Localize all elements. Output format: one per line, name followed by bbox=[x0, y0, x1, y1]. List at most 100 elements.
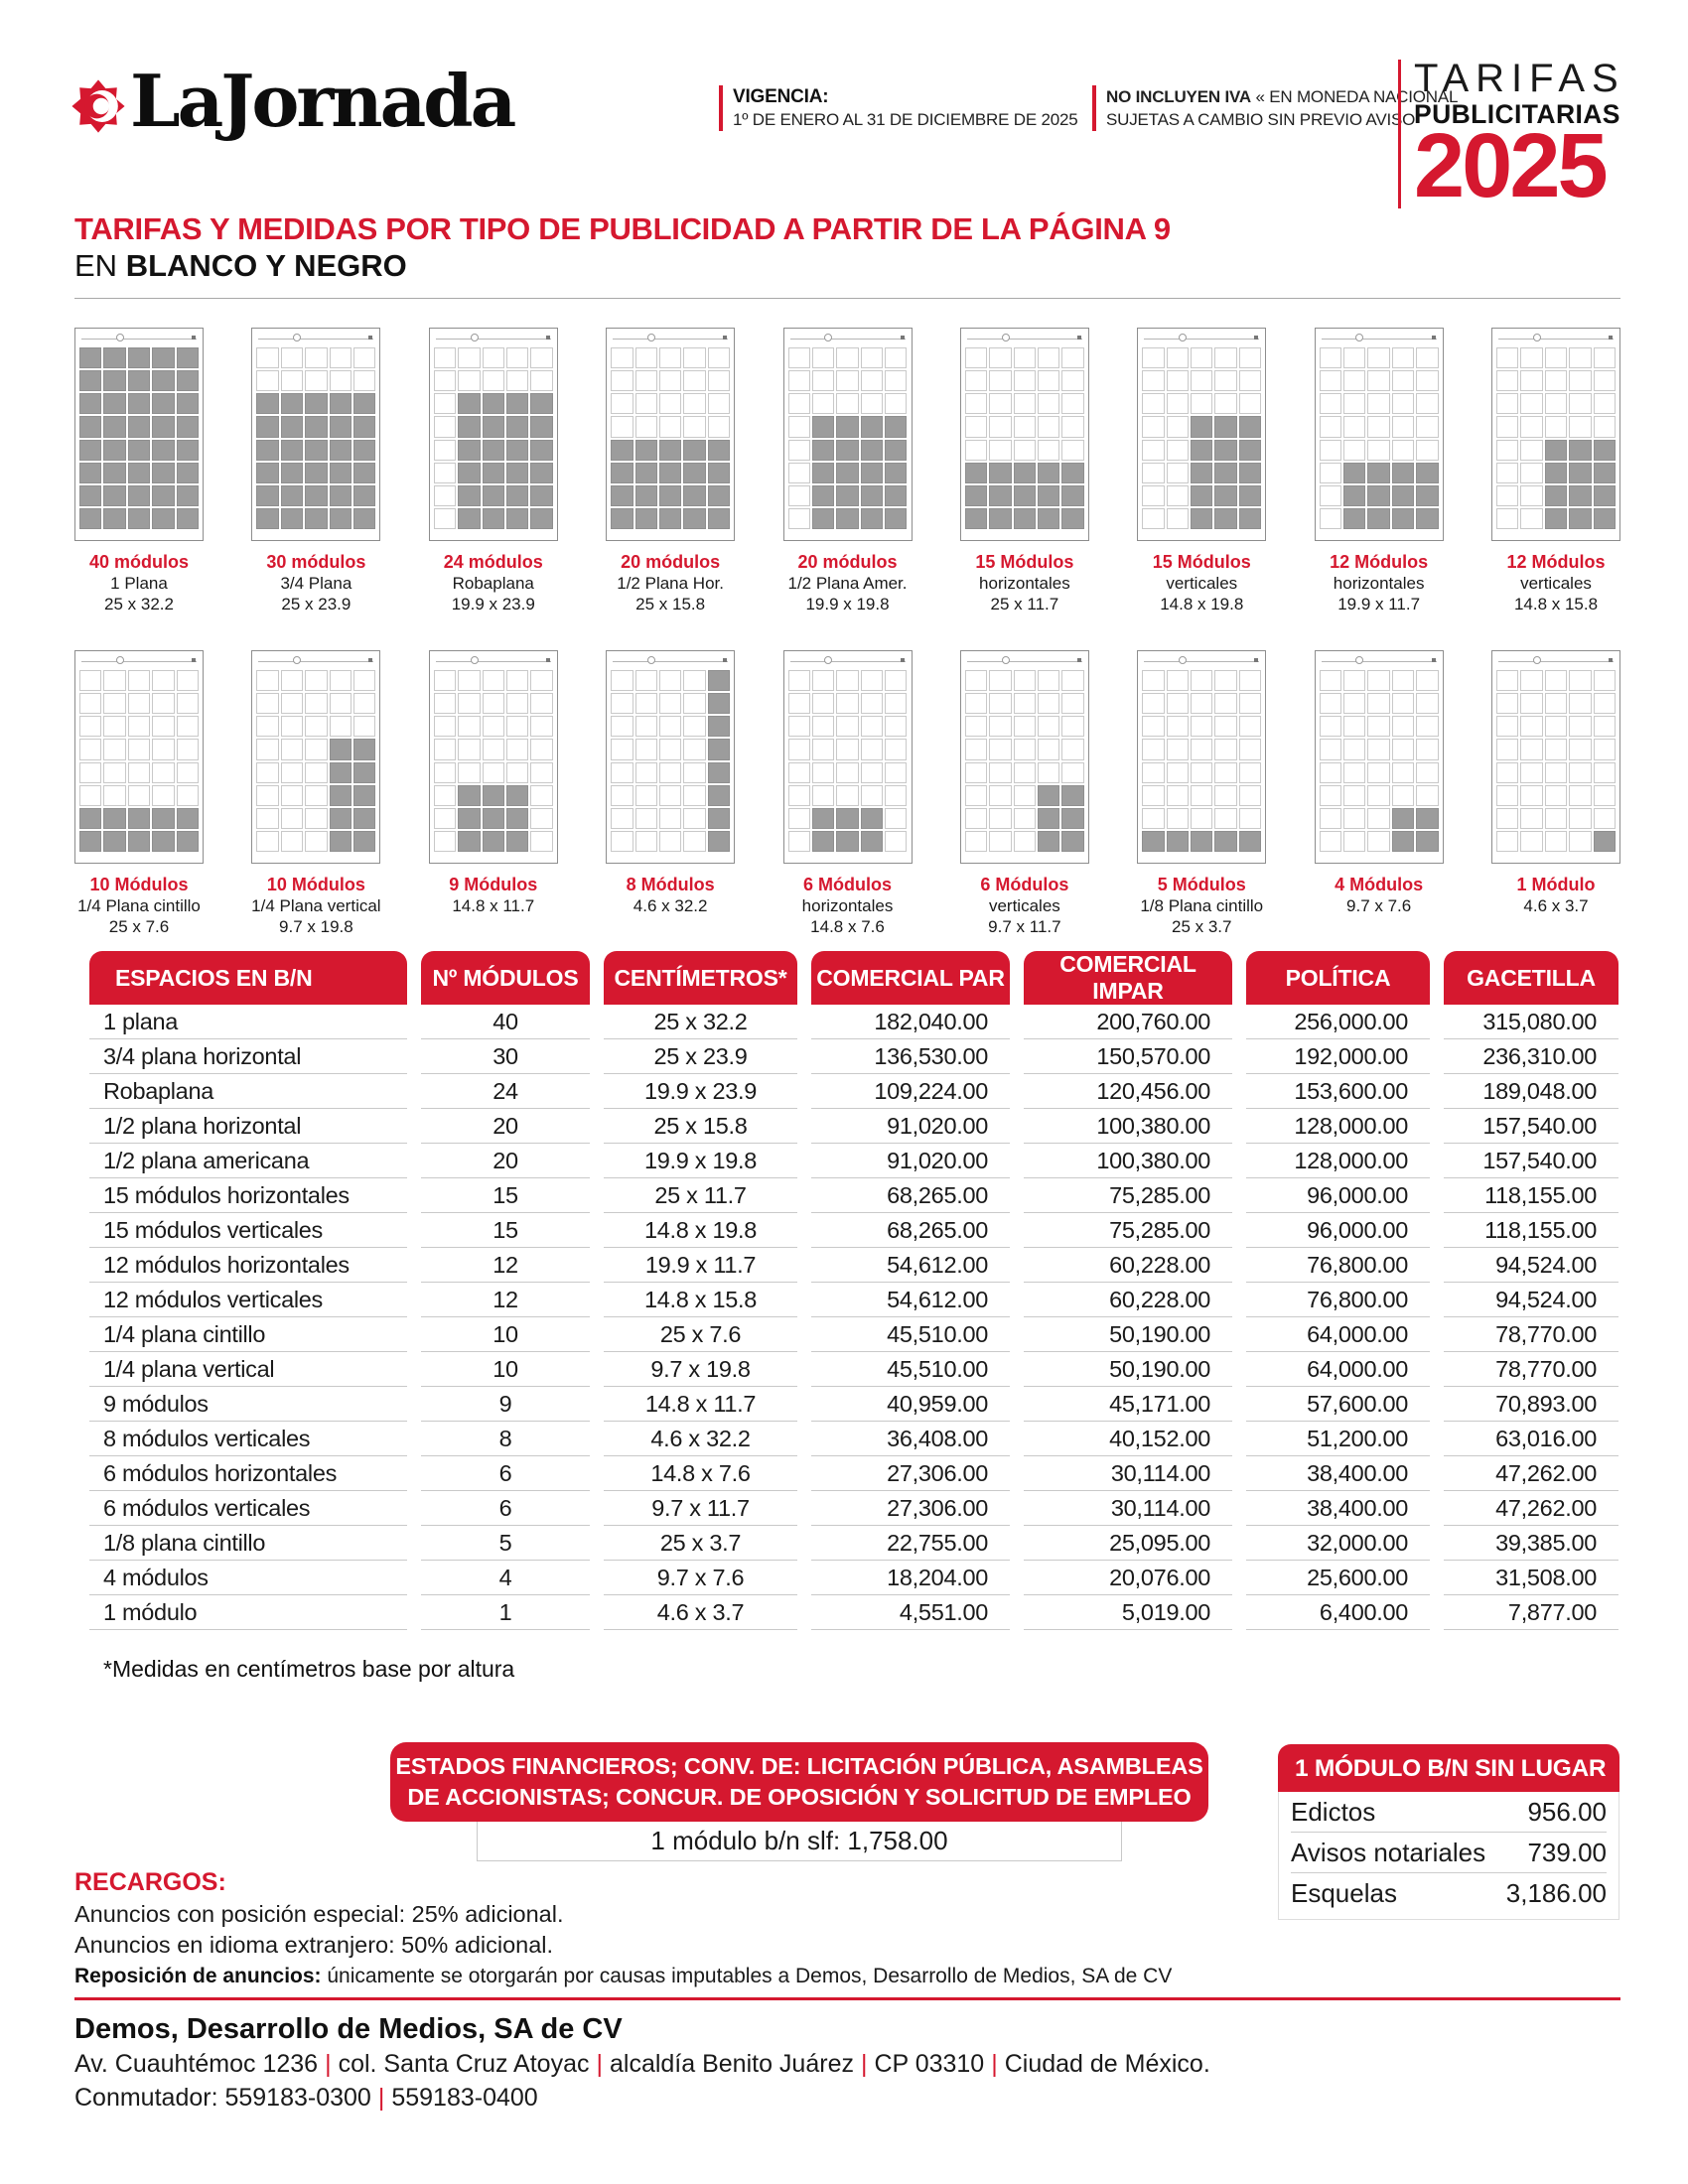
module-cell bbox=[1544, 693, 1568, 715]
mini-corner-dot-icon bbox=[1431, 658, 1436, 662]
module-diagram: 6 Módulos horizontales 14.8 x 7.6 bbox=[782, 650, 913, 937]
module-cell bbox=[152, 716, 175, 738]
module-cell bbox=[1061, 784, 1084, 806]
module-cell bbox=[707, 370, 731, 392]
column-header: CENTÍMETROS* bbox=[604, 951, 797, 1005]
mini-page-thumbnail bbox=[959, 650, 1089, 864]
module-cell bbox=[458, 739, 481, 760]
module-cell bbox=[1319, 347, 1342, 369]
table-cell: 22,755.00 bbox=[811, 1526, 1010, 1561]
table-cell: 1/4 plana vertical bbox=[89, 1352, 407, 1387]
module-cell bbox=[1061, 830, 1084, 852]
table-cell: 6 bbox=[421, 1491, 590, 1526]
module-cell bbox=[482, 439, 504, 461]
module-cell bbox=[79, 347, 102, 369]
module-cell bbox=[860, 484, 884, 506]
slf-row-label: Avisos notariales bbox=[1291, 1838, 1486, 1867]
module-cell bbox=[458, 784, 481, 806]
diagram-caption: 5 Módulos 1/8 Plana cintillo 25 x 3.7 bbox=[1113, 875, 1290, 937]
module-cell bbox=[1343, 347, 1366, 369]
module-cell bbox=[1142, 716, 1165, 738]
module-cell bbox=[352, 739, 376, 760]
module-cell bbox=[683, 347, 706, 369]
module-cell bbox=[1166, 370, 1190, 392]
module-cell bbox=[811, 693, 835, 715]
table-row: 12 módulos horizontales 12 19.9 x 11.7 54,6… bbox=[89, 1248, 1618, 1283]
module-cell bbox=[305, 830, 328, 852]
table-cell: 36,408.00 bbox=[811, 1422, 1010, 1456]
module-cell bbox=[433, 416, 457, 438]
module-cell bbox=[787, 761, 810, 783]
table-cell: 100,380.00 bbox=[1024, 1144, 1232, 1178]
module-cell bbox=[1319, 507, 1342, 529]
module-grid bbox=[1496, 347, 1616, 529]
module-cell bbox=[280, 484, 304, 506]
module-cell bbox=[530, 693, 553, 715]
module-cell bbox=[1593, 716, 1616, 738]
module-cell bbox=[658, 484, 682, 506]
table-cell: 54,612.00 bbox=[811, 1248, 1010, 1283]
module-cell bbox=[683, 739, 706, 760]
mini-corner-dot-icon bbox=[1254, 658, 1259, 662]
module-cell bbox=[1214, 830, 1237, 852]
table-cell: 75,285.00 bbox=[1024, 1178, 1232, 1213]
column-header: ESPACIOS EN B/N bbox=[89, 951, 407, 1005]
module-cell bbox=[787, 416, 810, 438]
module-cell bbox=[885, 784, 908, 806]
module-cell bbox=[256, 670, 279, 692]
module-cell bbox=[152, 347, 175, 369]
slf-row: Avisos notariales 739.00 bbox=[1291, 1833, 1607, 1873]
module-cell bbox=[103, 416, 126, 438]
module-cell bbox=[1191, 393, 1213, 415]
table-cell: 128,000.00 bbox=[1246, 1144, 1430, 1178]
module-cell bbox=[79, 807, 102, 829]
module-cell bbox=[611, 416, 633, 438]
module-cell bbox=[1391, 807, 1415, 829]
module-cell bbox=[103, 693, 126, 715]
table-row: 1/4 plana vertical 10 9.7 x 19.8 45,510.00 5… bbox=[89, 1352, 1618, 1387]
mini-logo-circle-icon bbox=[824, 334, 833, 341]
module-cell bbox=[860, 761, 884, 783]
table-cell: 100,380.00 bbox=[1024, 1109, 1232, 1144]
table-cell: 236,310.00 bbox=[1444, 1039, 1618, 1074]
banner-line2: DE ACCIONISTAS; CONCUR. DE OPOSICIÓN Y S… bbox=[407, 1784, 1192, 1810]
mini-page-thumbnail bbox=[1491, 650, 1620, 864]
module-cell bbox=[611, 507, 633, 529]
module-cell bbox=[352, 807, 376, 829]
module-cell bbox=[1416, 439, 1439, 461]
module-cell bbox=[530, 347, 553, 369]
module-cell bbox=[280, 439, 304, 461]
module-cell bbox=[683, 830, 706, 852]
module-cell bbox=[885, 716, 908, 738]
mini-page-thumbnail bbox=[1314, 328, 1444, 541]
module-cell bbox=[634, 670, 657, 692]
module-cell bbox=[1416, 416, 1439, 438]
iva-line1: NO INCLUYEN IVA « EN MONEDA NACIONAL bbox=[1106, 85, 1458, 108]
module-cell bbox=[1166, 693, 1190, 715]
table-cell: 40 bbox=[421, 1005, 590, 1039]
module-cell bbox=[127, 507, 151, 529]
table-cell: 27,306.00 bbox=[811, 1456, 1010, 1491]
module-diagram: 40 módulos 1 Plana 25 x 32.2 bbox=[74, 328, 204, 614]
table-cell: 3/4 plana horizontal bbox=[89, 1039, 407, 1074]
module-cell bbox=[611, 693, 633, 715]
module-cell bbox=[707, 507, 731, 529]
module-cell bbox=[176, 739, 199, 760]
module-cell bbox=[305, 416, 328, 438]
column-header: COMERCIAL IMPAR bbox=[1024, 951, 1232, 1005]
module-cell bbox=[1593, 393, 1616, 415]
mini-page-masthead bbox=[81, 333, 197, 344]
diagram-subtitle: 1/4 Plana vertical bbox=[251, 896, 381, 915]
module-cell bbox=[707, 347, 731, 369]
module-cell bbox=[1343, 462, 1366, 483]
module-diagram: 9 Módulos 14.8 x 11.7 bbox=[428, 650, 558, 937]
table-cell: 192,000.00 bbox=[1246, 1039, 1430, 1074]
module-cell bbox=[352, 370, 376, 392]
module-cell bbox=[256, 347, 279, 369]
module-cell bbox=[1391, 439, 1415, 461]
module-cell bbox=[1391, 393, 1415, 415]
table-cell: 15 bbox=[421, 1178, 590, 1213]
module-cell bbox=[1593, 347, 1616, 369]
module-cell bbox=[860, 739, 884, 760]
diagram-caption: 30 módulos 3/4 Plana 25 x 23.9 bbox=[227, 552, 404, 614]
